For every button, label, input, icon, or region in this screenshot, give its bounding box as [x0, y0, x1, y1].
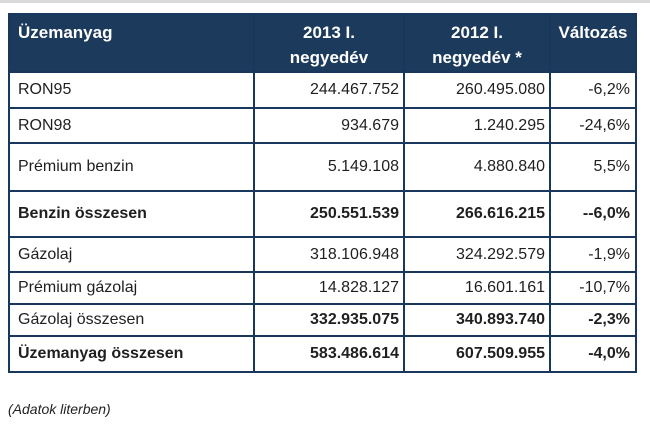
value-2012-cell: 16.601.161: [403, 271, 551, 305]
fuel-name-cell: Prémium gázolaj: [8, 271, 255, 305]
value-2012-cell: 1.240.295: [403, 107, 551, 144]
footnote-units: (Adatok literben): [8, 401, 111, 417]
fuel-name-cell: RON95: [8, 71, 255, 109]
table-row-uzemanyag-total: Üzemanyag összesen 583.486.614 607.509.9…: [8, 335, 637, 373]
top-divider: [0, 0, 650, 3]
fuel-name-cell: Gázolaj összesen: [8, 303, 255, 337]
value-2012-cell: 340.893.740: [403, 303, 551, 337]
header-2012-q1: 2012 I. negyedév *: [403, 13, 551, 73]
value-2013-cell: 14.828.127: [253, 271, 405, 305]
change-cell: --6,0%: [549, 190, 637, 238]
value-2013-cell: 583.486.614: [253, 335, 405, 373]
table-row-gazolaj: Gázolaj 318.106.948 324.292.579 -1,9%: [8, 236, 637, 273]
change-cell: -2,3%: [549, 303, 637, 337]
header-change: Változás: [549, 13, 637, 73]
change-cell: -10,7%: [549, 271, 637, 305]
fuel-name-cell: Üzemanyag összesen: [8, 335, 255, 373]
fuel-name-cell: Benzin összesen: [8, 190, 255, 238]
value-2013-cell: 332.935.075: [253, 303, 405, 337]
header-2013-q1: 2013 I. negyedév: [253, 13, 405, 73]
table-row-benzin-total: Benzin összesen 250.551.539 266.616.215 …: [8, 190, 637, 238]
header-fuel: Üzemanyag: [8, 13, 255, 73]
value-2012-cell: 266.616.215: [403, 190, 551, 238]
fuel-name-cell: Gázolaj: [8, 236, 255, 273]
value-2012-cell: 607.509.955: [403, 335, 551, 373]
table-row-gazolaj-total: Gázolaj összesen 332.935.075 340.893.740…: [8, 303, 637, 337]
value-2012-cell: 324.292.579: [403, 236, 551, 273]
table-row-ron98: RON98 934.679 1.240.295 -24,6%: [8, 107, 637, 144]
table-row-ron95: RON95 244.467.752 260.495.080 -6,2%: [8, 71, 637, 109]
value-2013-cell: 250.551.539: [253, 190, 405, 238]
value-2013-cell: 934.679: [253, 107, 405, 144]
value-2013-cell: 5.149.108: [253, 142, 405, 192]
table-row-premium-benzin: Prémium benzin 5.149.108 4.880.840 5,5%: [8, 142, 637, 192]
change-cell: 5,5%: [549, 142, 637, 192]
value-2013-cell: 244.467.752: [253, 71, 405, 109]
table-row-premium-gazolaj: Prémium gázolaj 14.828.127 16.601.161 -1…: [8, 271, 637, 305]
value-2012-cell: 260.495.080: [403, 71, 551, 109]
value-2013-cell: 318.106.948: [253, 236, 405, 273]
fuel-name-cell: Prémium benzin: [8, 142, 255, 192]
fuel-name-cell: RON98: [8, 107, 255, 144]
change-cell: -4,0%: [549, 335, 637, 373]
value-2012-cell: 4.880.840: [403, 142, 551, 192]
change-cell: -24,6%: [549, 107, 637, 144]
fuel-data-table: Üzemanyag 2013 I. negyedév 2012 I. negye…: [8, 13, 637, 373]
change-cell: -1,9%: [549, 236, 637, 273]
table-header-row: Üzemanyag 2013 I. negyedév 2012 I. negye…: [8, 13, 637, 73]
change-cell: -6,2%: [549, 71, 637, 109]
